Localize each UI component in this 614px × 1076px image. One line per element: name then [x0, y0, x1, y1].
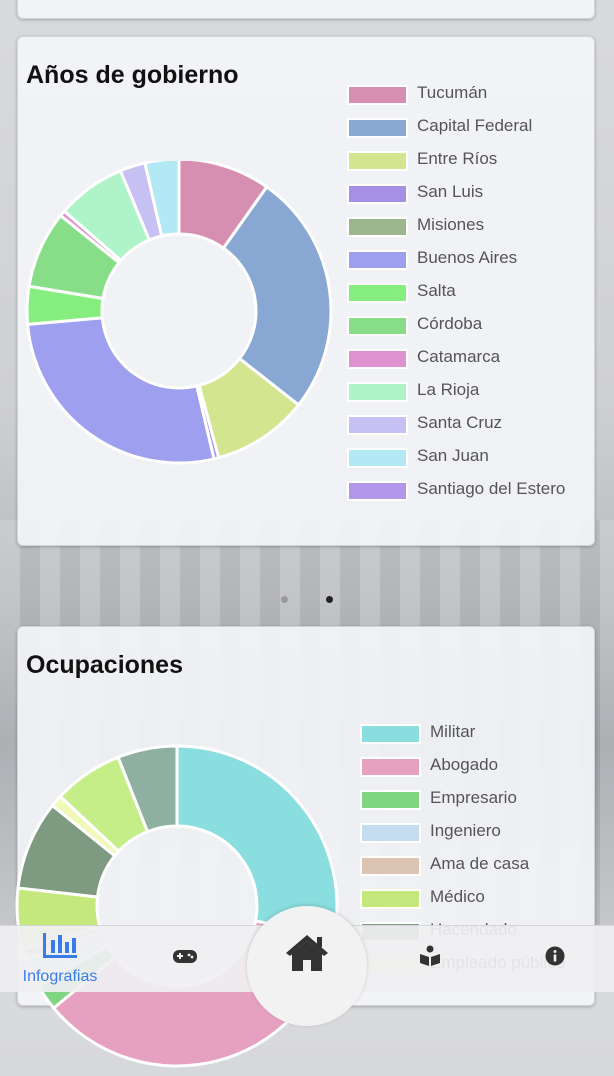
- occ-legend-label: Militar: [430, 722, 476, 741]
- home-button[interactable]: [247, 906, 367, 1026]
- nav-infografias-label: Infografias: [22, 968, 98, 985]
- gov-legend-label: Entre Ríos: [417, 149, 498, 168]
- carousel-dot-2[interactable]: [326, 596, 333, 603]
- gov-legend-swatch: [347, 349, 408, 369]
- occ-legend-label: Empresario: [430, 788, 517, 807]
- gov-legend-label: Capital Federal: [417, 116, 533, 135]
- gov-legend-swatch: [347, 217, 408, 237]
- gamepad-icon: [173, 950, 197, 963]
- gov-legend-label: La Rioja: [417, 380, 480, 399]
- gov-legend-label: San Luis: [417, 182, 484, 201]
- occ-legend-label: Médico: [430, 887, 485, 906]
- gov-legend-label: Tucumán: [417, 83, 488, 102]
- occ-chart-title: Ocupaciones: [26, 651, 183, 679]
- home-icon: [286, 935, 328, 971]
- gov-chart-title: Años de gobierno: [26, 61, 239, 89]
- gov-chart-card: Años de gobierno Tucumán Capital Federal E…: [17, 36, 595, 546]
- gov-legend-swatch: [347, 448, 408, 468]
- carousel-dot-1[interactable]: [281, 596, 288, 603]
- occ-legend-swatch: [360, 889, 421, 909]
- occ-legend-label: Ingeniero: [430, 821, 501, 840]
- gov-legend-label: Buenos Aires: [417, 248, 518, 267]
- nav-infografias[interactable]: Infografias: [10, 926, 110, 992]
- occ-legend-swatch: [360, 757, 421, 777]
- gov-legend-swatch: [347, 118, 408, 138]
- occ-legend-swatch: [360, 724, 421, 744]
- gov-legend-label: Catamarca: [417, 347, 501, 366]
- gov-legend-label: Salta: [417, 281, 456, 300]
- gov-slice-5[interactable]: [25, 316, 216, 465]
- occ-legend-swatch: [360, 823, 421, 843]
- gov-legend-swatch: [347, 316, 408, 336]
- nav-juegos[interactable]: [135, 926, 235, 992]
- occ-legend-label: Ama de casa: [430, 854, 530, 873]
- gov-legend-swatch: [347, 250, 408, 270]
- carousel-dots: [0, 596, 614, 608]
- info-icon: [545, 946, 565, 966]
- previous-card: [17, 0, 595, 19]
- gov-legend-label: Misiones: [417, 215, 485, 234]
- gov-legend-swatch: [347, 415, 408, 435]
- gov-legend-swatch: [347, 85, 408, 105]
- bar-chart-icon: [43, 933, 77, 958]
- gov-slice-11[interactable]: [143, 161, 181, 238]
- nav-biografias[interactable]: [380, 926, 480, 992]
- nav-info[interactable]: [505, 926, 605, 992]
- gov-donut-chart: [25, 161, 333, 465]
- gov-legend-label: Santiago del Estero: [417, 479, 566, 498]
- occ-legend-label: Abogado: [430, 755, 499, 774]
- occ-slice-9[interactable]: [116, 744, 179, 834]
- gov-legend-swatch: [347, 151, 408, 171]
- occ-legend-swatch: [360, 856, 421, 876]
- occ-legend-swatch: [360, 790, 421, 810]
- gov-legend-swatch: [347, 283, 408, 303]
- gov-slice-1[interactable]: [221, 184, 333, 408]
- gov-legend-swatch: [347, 382, 408, 402]
- gov-legend-swatch: [347, 481, 408, 501]
- book-reader-icon: [420, 945, 440, 966]
- gov-legend-label: Santa Cruz: [417, 413, 503, 432]
- gov-legend-swatch: [347, 184, 408, 204]
- gov-legend-label: San Juan: [417, 446, 489, 465]
- gov-legend-label: Córdoba: [417, 314, 483, 333]
